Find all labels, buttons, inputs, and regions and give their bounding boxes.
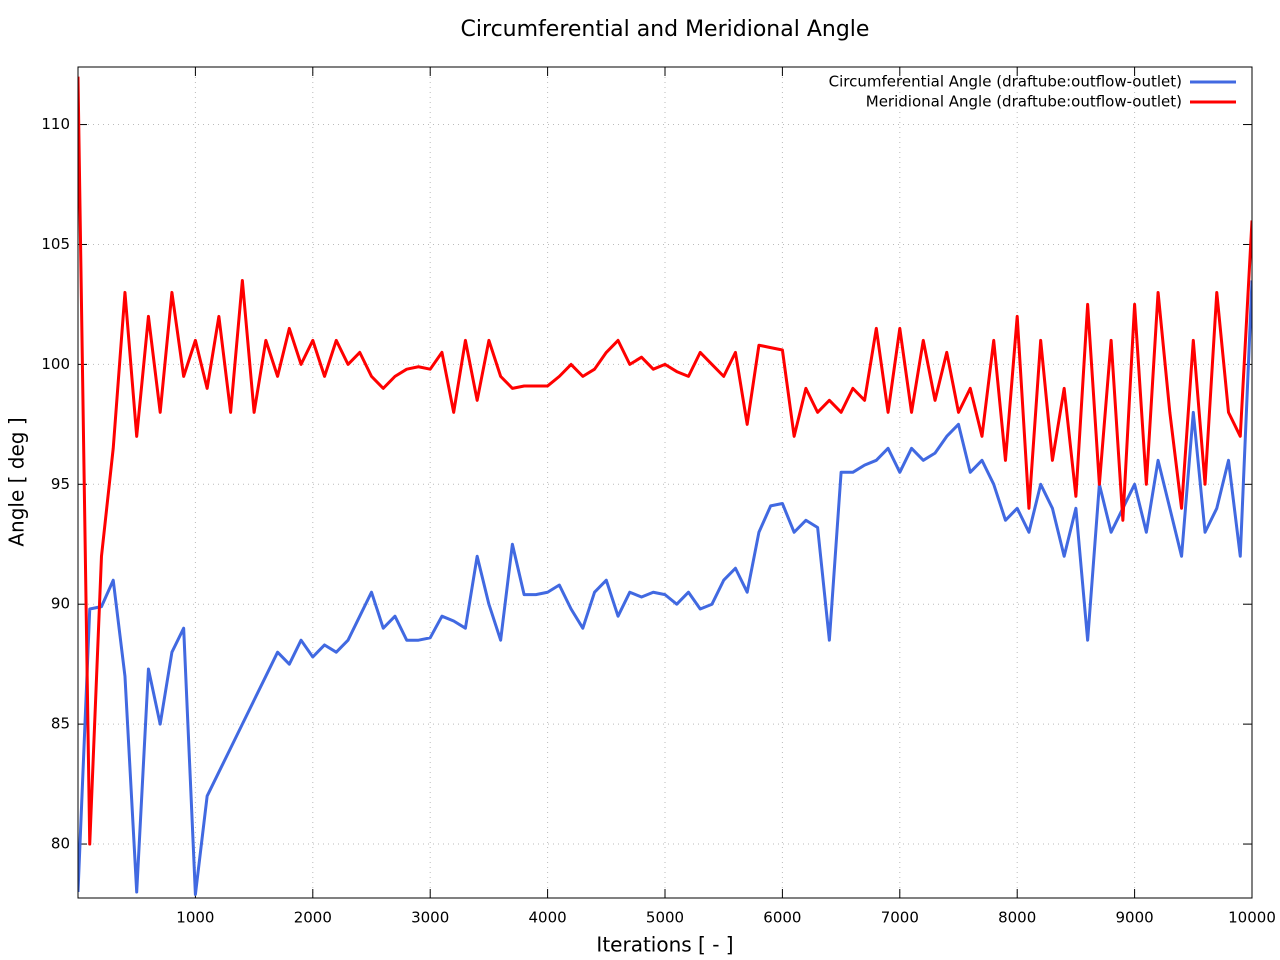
x-tick-label: 1000 <box>176 909 214 927</box>
data-line <box>78 280 1252 896</box>
x-tick-label: 3000 <box>411 909 449 927</box>
chart-title: Circumferential and Meridional Angle <box>461 17 870 42</box>
x-tick-label: 6000 <box>763 909 801 927</box>
x-tick-label: 9000 <box>1116 909 1154 927</box>
x-tick-label: 7000 <box>881 909 919 927</box>
x-tick-label: 10000 <box>1228 909 1276 927</box>
x-tick-label: 2000 <box>294 909 332 927</box>
legend-label: Circumferential Angle (draftube:outflow-… <box>829 73 1182 91</box>
legend-label: Meridional Angle (draftube:outflow-outle… <box>866 93 1182 111</box>
data-line <box>78 76 1252 846</box>
y-tick-label: 80 <box>51 835 70 853</box>
y-tick-label: 95 <box>51 475 70 493</box>
x-axis-label: Iterations [ - ] <box>596 933 733 957</box>
y-tick-label: 85 <box>51 715 70 733</box>
y-axis-label: Angle [ deg ] <box>5 417 29 546</box>
x-tick-label: 4000 <box>529 909 567 927</box>
y-tick-label: 105 <box>41 235 70 253</box>
y-tick-label: 90 <box>51 595 70 613</box>
y-tick-label: 110 <box>41 115 70 133</box>
plot-frame <box>77 66 1253 899</box>
x-tick-label: 8000 <box>998 909 1036 927</box>
x-tick-label: 5000 <box>646 909 684 927</box>
y-tick-label: 100 <box>41 355 70 373</box>
